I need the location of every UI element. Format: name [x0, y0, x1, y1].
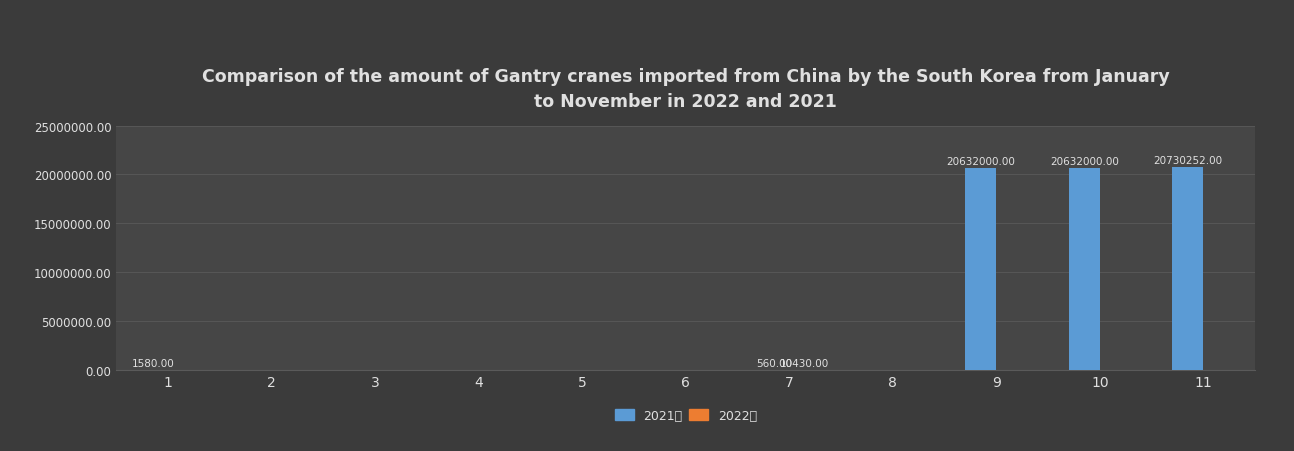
- Text: 20632000.00: 20632000.00: [946, 157, 1016, 167]
- Bar: [965, 169, 996, 370]
- Text: 20730252.00: 20730252.00: [1153, 156, 1223, 166]
- Legend: 2021年, 2022年: 2021年, 2022年: [611, 405, 761, 426]
- Text: 10430.00: 10430.00: [780, 358, 829, 368]
- Text: 1580.00: 1580.00: [131, 358, 175, 368]
- Text: 20632000.00: 20632000.00: [1049, 157, 1119, 167]
- Title: Comparison of the amount of Gantry cranes imported from China by the South Korea: Comparison of the amount of Gantry crane…: [202, 68, 1170, 111]
- Text: 560.00: 560.00: [756, 358, 792, 368]
- Bar: [1069, 169, 1100, 370]
- Bar: [1172, 168, 1203, 370]
